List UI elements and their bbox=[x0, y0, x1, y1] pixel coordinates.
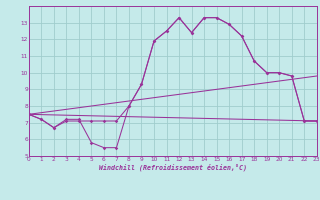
X-axis label: Windchill (Refroidissement éolien,°C): Windchill (Refroidissement éolien,°C) bbox=[99, 163, 247, 171]
